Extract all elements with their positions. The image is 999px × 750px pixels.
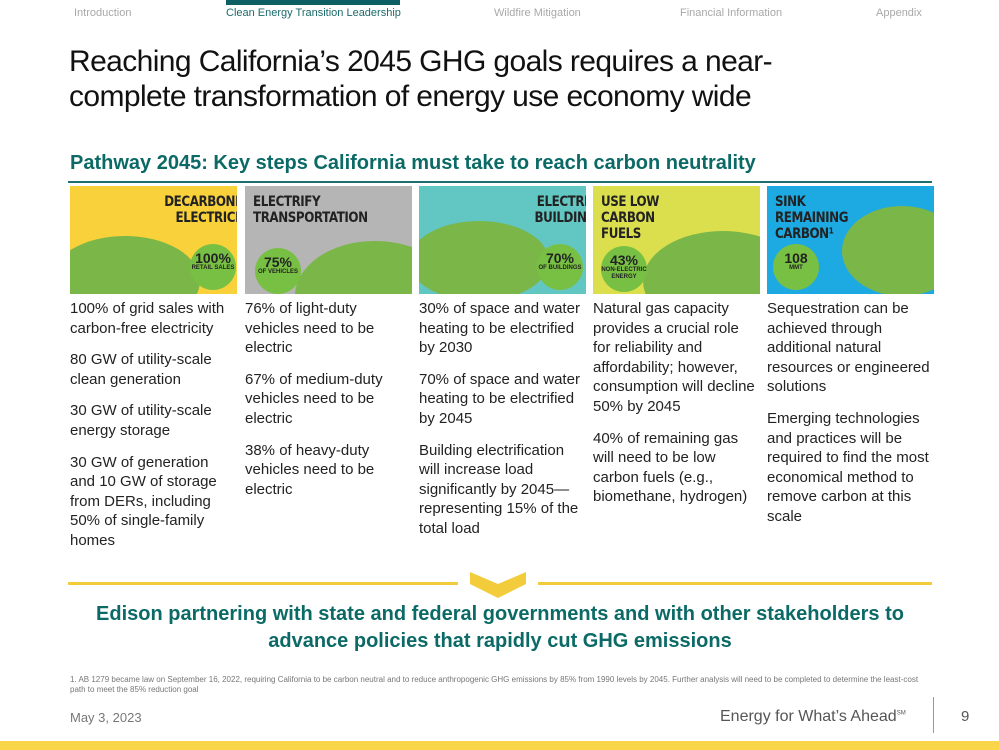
- pathway-illustration: USE LOW CARBON FUELS 43% NON-ELECTRIC ENE…: [593, 186, 760, 294]
- pathway-illustration: SINK REMAINING CARBON¹ 108 MMT: [767, 186, 934, 294]
- pathway-illustration: ELECTRIFY TRANSPORTATION 75% OF VEHICLES: [245, 186, 412, 294]
- stat-value: 70%: [545, 250, 575, 266]
- footer-date: May 3, 2023: [70, 710, 142, 725]
- pathway-point: 40% of remaining gas will need to be low…: [593, 429, 748, 506]
- stat-badge: 70% OF BUILDINGS: [537, 244, 583, 290]
- stat-label: OF BUILDINGS: [538, 265, 582, 271]
- tagline-text: Energy for What’s Ahead: [720, 708, 897, 725]
- tab-introduction[interactable]: Introduction: [74, 7, 132, 19]
- stat-label: NON-ELECTRIC ENERGY: [601, 267, 647, 280]
- stat-badge: 100% RETAIL SALES: [190, 244, 236, 290]
- pathway-illustration: ELECTRIFY BUILDINGS 70%OF BUILDINGS: [419, 186, 586, 294]
- stat-value: 75%: [263, 254, 293, 270]
- pathway-heading: DECARBONIZE ELECTRICITY: [164, 194, 237, 226]
- pathway-column: DECARBONIZE ELECTRICITY 100%RETAIL SALES…: [70, 186, 237, 563]
- island-graphic: [70, 236, 200, 294]
- pathway-column: ELECTRIFY BUILDINGS 70%OF BUILDINGS 30% …: [419, 186, 586, 551]
- footer-tagline: Energy for What’s AheadSM: [720, 708, 906, 726]
- pathway-point: Building electrification will increase l…: [419, 441, 579, 537]
- island-graphic: [419, 221, 549, 294]
- stat-label: OF VEHICLES: [257, 269, 298, 275]
- pathway-heading: SINK REMAINING CARBON¹: [775, 194, 849, 242]
- section-subtitle: Pathway 2045: Key steps California must …: [70, 152, 756, 174]
- pathway-point: 38% of heavy-duty vehicles need to be el…: [245, 441, 375, 498]
- pathway-point: 30% of space and water heating to be ele…: [419, 300, 580, 357]
- stat-badge: 43% NON-ELECTRIC ENERGY: [601, 246, 647, 292]
- stat-value: 43%: [609, 252, 639, 268]
- footer-bar: [0, 741, 999, 750]
- pathway-point: Sequestration can be achieved through ad…: [767, 300, 930, 396]
- pathway-point: Natural gas capacity provides a crucial …: [593, 300, 755, 415]
- pathway-point: 100% of grid sales with carbon-free elec…: [70, 300, 225, 337]
- stat-label: MMT: [789, 265, 803, 271]
- pathway-point: 30 GW of generation and 10 GW of storage…: [70, 453, 217, 549]
- divider-right: [538, 582, 932, 585]
- footer-separator: [933, 697, 934, 733]
- chevron-down-icon: [470, 572, 526, 598]
- divider-left: [68, 582, 458, 585]
- pathway-point: 30 GW of utility-scale energy storage: [70, 402, 212, 439]
- pathway-illustration: DECARBONIZE ELECTRICITY 100%RETAIL SALES: [70, 186, 237, 294]
- pathway-point: 70% of space and water heating to be ele…: [419, 370, 580, 427]
- island-graphic: [842, 206, 934, 294]
- pathway-point: Emerging technologies and practices will…: [767, 409, 929, 525]
- footnote: 1. AB 1279 became law on September 16, 2…: [70, 675, 919, 694]
- stat-label: RETAIL SALES: [191, 265, 235, 271]
- tab-financial-information[interactable]: Financial Information: [680, 7, 783, 19]
- pathway-point: 76% of light-duty vehicles need to be el…: [245, 300, 375, 357]
- tab-clean-energy[interactable]: Clean Energy Transition Leadership: [226, 7, 401, 19]
- pathway-heading: ELECTRIFY BUILDINGS: [534, 194, 586, 226]
- pathway-heading: USE LOW CARBON FUELS: [601, 194, 659, 242]
- stat-badge: 75% OF VEHICLES: [255, 248, 301, 294]
- pathway-column: ELECTRIFY TRANSPORTATION 75% OF VEHICLES …: [245, 186, 412, 511]
- tab-wildfire-mitigation[interactable]: Wildfire Mitigation: [494, 7, 581, 19]
- subtitle-rule: [68, 181, 932, 183]
- pathway-heading: ELECTRIFY TRANSPORTATION: [253, 194, 368, 226]
- service-mark: SM: [896, 710, 906, 717]
- tab-appendix[interactable]: Appendix: [876, 7, 922, 19]
- stat-value: 100%: [195, 250, 231, 266]
- section-nav: Introduction Clean Energy Transition Lea…: [0, 0, 999, 24]
- stat-badge: 108 MMT: [773, 244, 819, 290]
- pathway-point: 80 GW of utility-scale clean generation: [70, 351, 212, 388]
- island-graphic: [295, 241, 412, 294]
- pathway-point: 67% of medium-duty vehicles need to be e…: [245, 370, 383, 427]
- page-number: 9: [961, 708, 970, 725]
- pathway-column: USE LOW CARBON FUELS 43% NON-ELECTRIC ENE…: [593, 186, 760, 519]
- stat-value: 108: [784, 250, 808, 266]
- page-title: Reaching California’s 2045 GHG goals req…: [69, 45, 773, 113]
- conclusion-statement: Edison partnering with state and federal…: [96, 603, 904, 652]
- pathway-column: SINK REMAINING CARBON¹ 108 MMT Sequestrat…: [767, 186, 934, 539]
- active-tab-indicator: [226, 0, 400, 5]
